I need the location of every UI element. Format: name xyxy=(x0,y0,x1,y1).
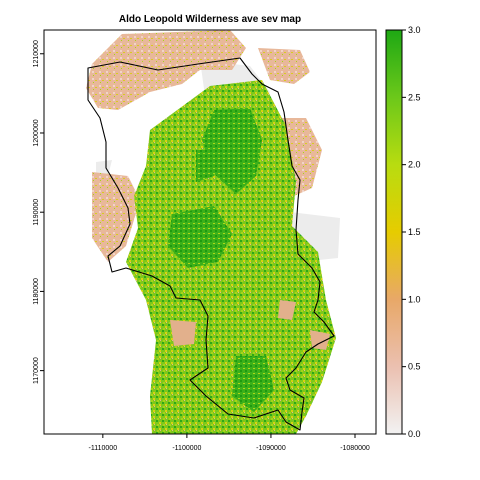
severity-raster xyxy=(86,30,340,434)
x-tick-label: -1110000 xyxy=(89,445,118,452)
colorbar-fill xyxy=(385,29,403,435)
y-tick-label: 1170000 xyxy=(33,357,40,384)
x-tick-label: -1080000 xyxy=(340,445,370,452)
y-tick-label: 1200000 xyxy=(33,119,40,146)
colorbar-label: 2.0 xyxy=(408,160,421,170)
colorbar-label: 1.0 xyxy=(408,294,421,304)
y-tick-label: 1190000 xyxy=(33,199,40,226)
low-severity-region xyxy=(86,30,322,262)
colorbar-label: 2.5 xyxy=(408,92,421,102)
colorbar-label: 1.5 xyxy=(408,227,421,237)
x-tick-label: -1100000 xyxy=(172,445,201,452)
x-axis: -1110000 -1100000 -1090000 -1080000 xyxy=(89,434,370,452)
colorbar: 0.0 0.5 1.0 1.5 2.0 2.5 3.0 xyxy=(385,25,421,439)
y-tick-label: 1210000 xyxy=(33,40,40,67)
wilderness-boundary xyxy=(87,57,335,431)
map-frame xyxy=(43,29,377,435)
y-axis: 1170000 1180000 1190000 1200000 1210000 xyxy=(33,40,44,384)
colorbar-label: 3.0 xyxy=(408,25,421,35)
y-tick-label: 1180000 xyxy=(33,278,40,305)
map-title: Aldo Leopold Wilderness ave sev map xyxy=(118,14,302,25)
edge-patches xyxy=(170,300,330,350)
colorbar-label: 0.5 xyxy=(408,362,421,372)
colorbar-label: 0.0 xyxy=(408,429,421,439)
high-severity-region xyxy=(168,108,274,412)
x-tick-label: -1090000 xyxy=(256,445,286,452)
